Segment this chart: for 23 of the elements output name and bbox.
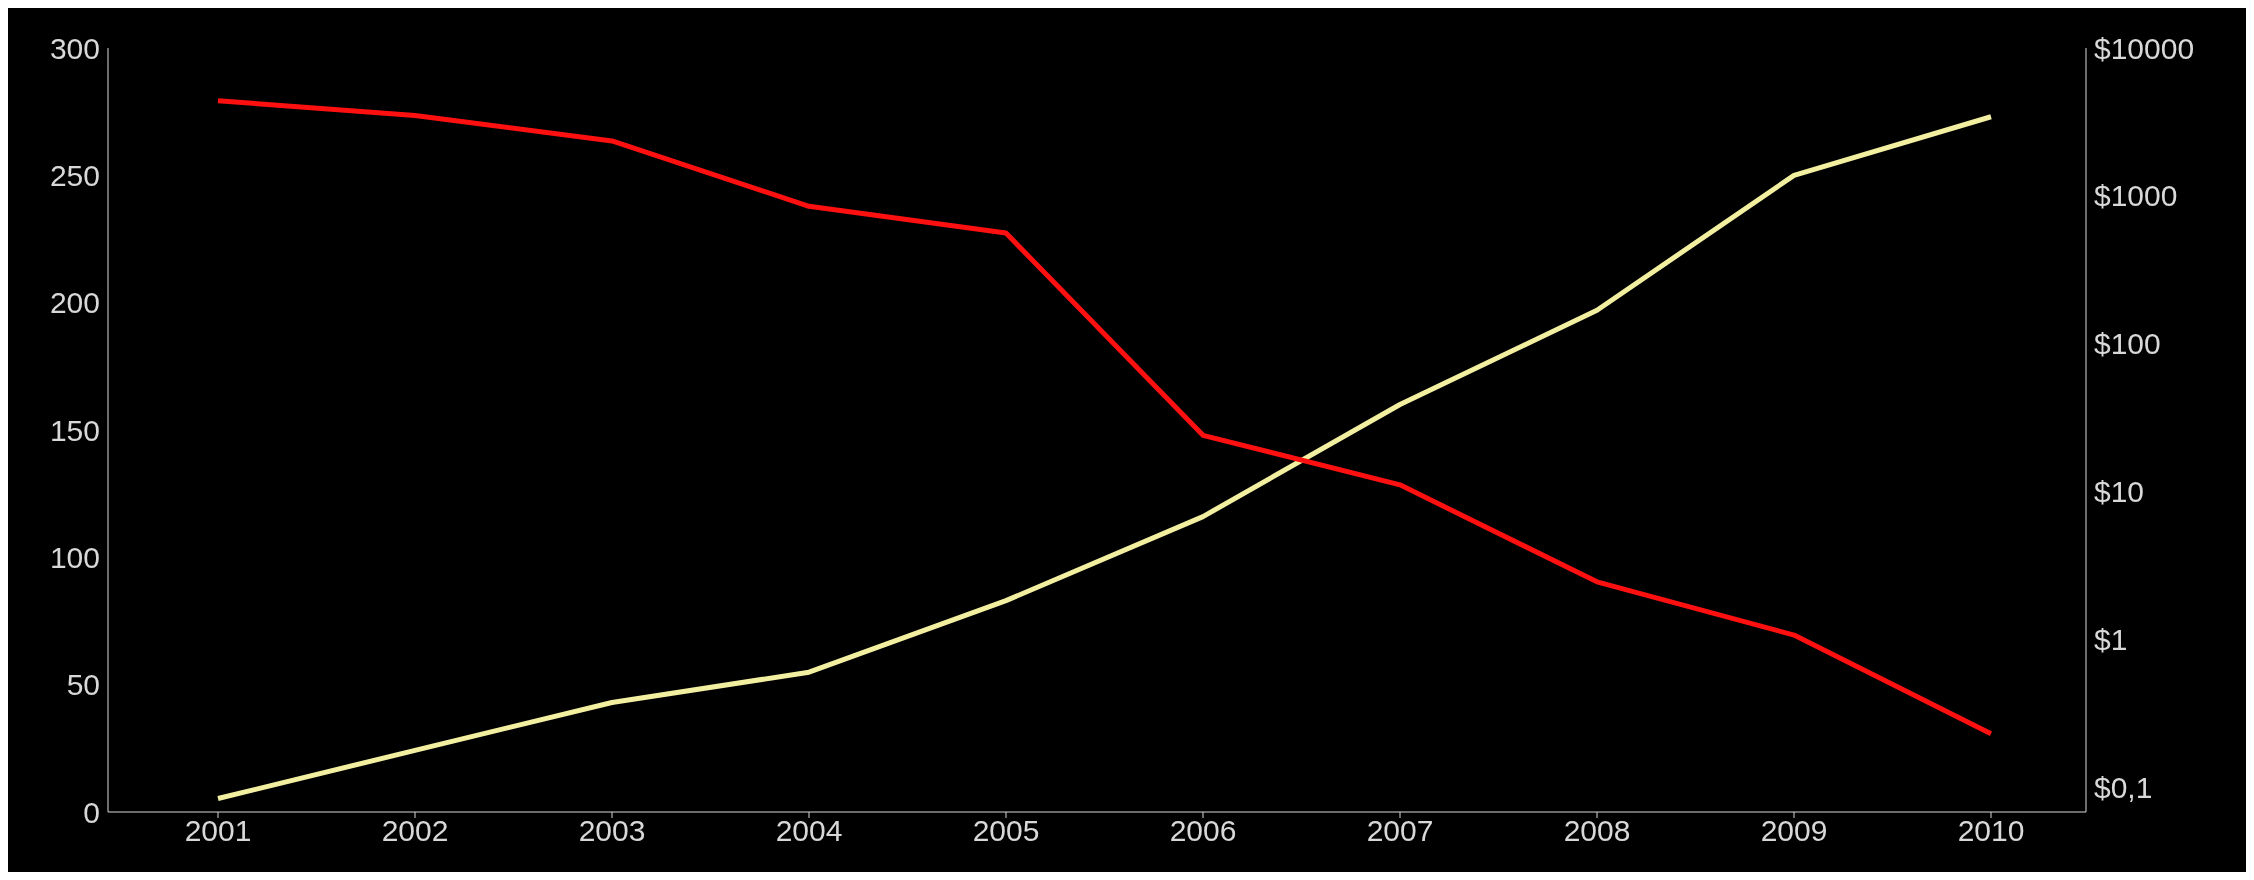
y-tick-label: 50 bbox=[66, 668, 100, 702]
y2-tick-label: $0,1 bbox=[2094, 770, 2153, 804]
y2-tick-label: $1000 bbox=[2094, 179, 2178, 213]
x-tick-label: 2004 bbox=[775, 814, 843, 848]
x-tick-label: 2009 bbox=[1760, 814, 1828, 848]
x-tick-label: 2002 bbox=[381, 814, 449, 848]
y2-tick-label: $100 bbox=[2094, 327, 2161, 361]
y2-tick-label: $10 bbox=[2094, 475, 2145, 509]
y-tick-label: 200 bbox=[49, 286, 100, 320]
y-tick-label: 0 bbox=[83, 795, 100, 829]
y2-tick-label: $10000 bbox=[2094, 31, 2195, 65]
y-tick-label: 100 bbox=[49, 540, 100, 574]
x-tick-label: 2003 bbox=[578, 814, 646, 848]
x-tick-label: 2005 bbox=[972, 814, 1040, 848]
x-tick-label: 2008 bbox=[1563, 814, 1631, 848]
y-tick-label: 250 bbox=[49, 158, 100, 192]
x-tick-label: 2006 bbox=[1169, 814, 1237, 848]
x-tick-label: 2007 bbox=[1366, 814, 1434, 848]
y2-tick-label: $1 bbox=[2094, 623, 2128, 657]
x-tick-label: 2001 bbox=[184, 814, 252, 848]
x-tick-label: 2010 bbox=[1957, 814, 2025, 848]
y-tick-label: 300 bbox=[49, 31, 100, 65]
y-tick-label: 150 bbox=[49, 413, 100, 447]
